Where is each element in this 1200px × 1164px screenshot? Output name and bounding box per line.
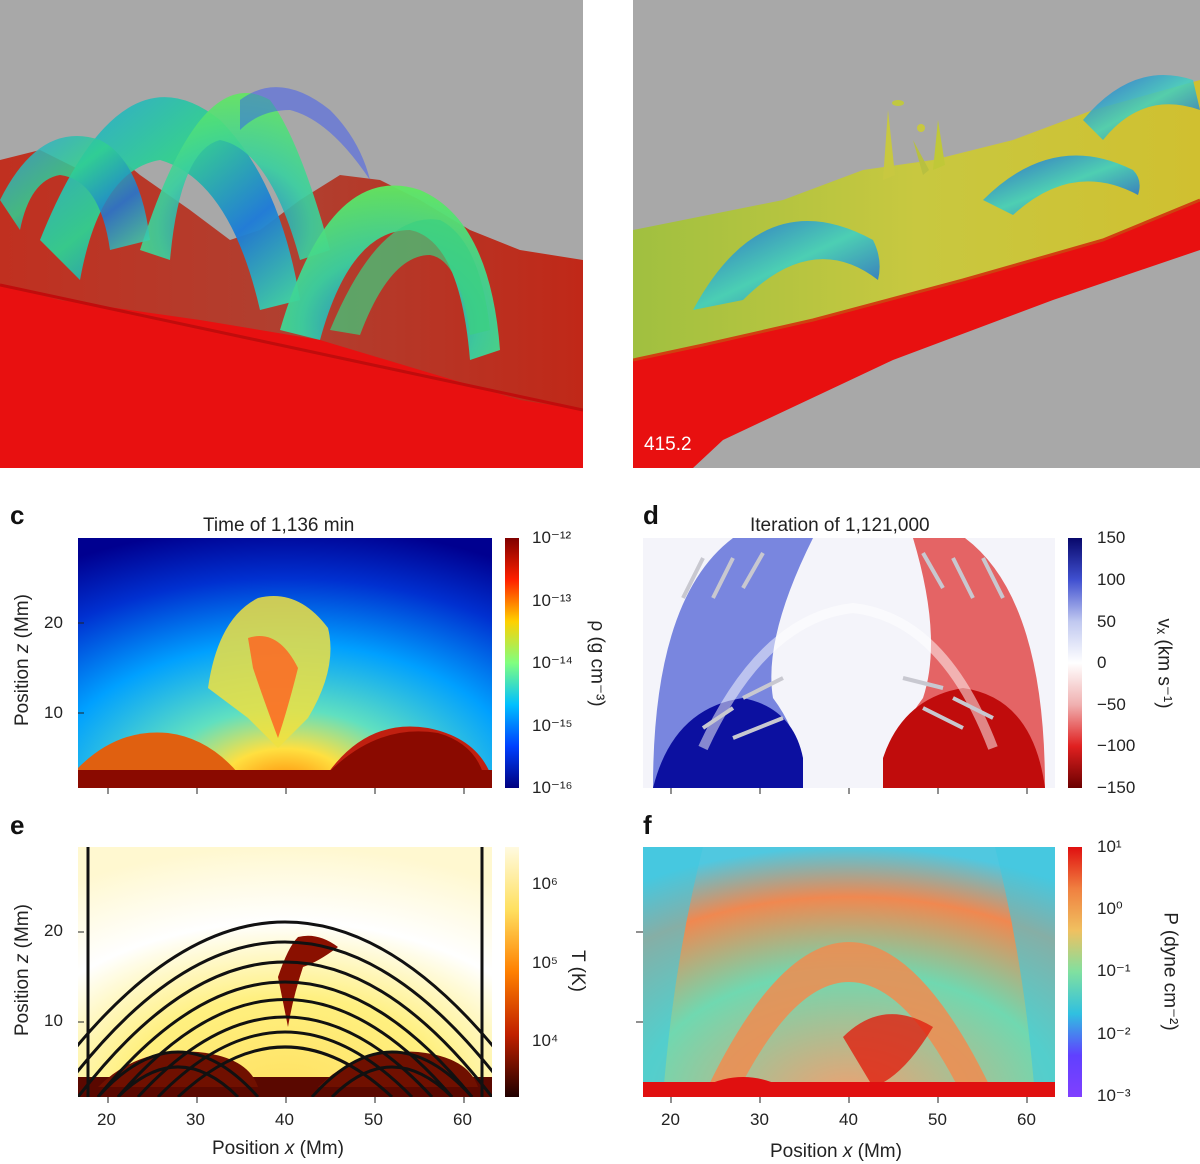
panel-e-xlabel: Position x (Mm) <box>212 1138 344 1159</box>
panel-f-ticks <box>636 931 1028 1103</box>
panel-d-cbar-tick-0: 150 <box>1097 528 1126 547</box>
panel-c-ytick-10: 10 <box>44 703 63 722</box>
panel-f-xtick-30: 30 <box>750 1110 769 1129</box>
panel-d-label: d <box>643 500 659 530</box>
panel-b-3d-render <box>633 0 1200 468</box>
panel-f-xtick-50: 50 <box>928 1110 947 1129</box>
panel-c-title: Time of 1,136 min <box>203 515 355 536</box>
panel-b-timestamp: 415.2 <box>644 434 692 455</box>
panel-c-ytick-20: 20 <box>44 613 63 632</box>
panel-d-cbar-tick-6: −150 <box>1097 778 1136 797</box>
panel-c-cbar-tick-3: 10⁻¹⁵ <box>532 716 573 735</box>
panel-e-cbar-tick-2: 10⁴ <box>532 1031 559 1050</box>
panel-c-cbar-tick-2: 10⁻¹⁴ <box>532 653 573 672</box>
panel-c-cbar-tick-0: 10⁻¹² <box>532 528 572 547</box>
panel-f-cbar-tick-4: 10⁻³ <box>1097 1086 1131 1105</box>
panel-e-xtick-30: 30 <box>186 1110 205 1129</box>
panel-c-density-map <box>78 538 492 788</box>
panel-c-ticks <box>78 622 465 794</box>
panel-e-ytick-20: 20 <box>44 921 63 940</box>
panel-f-xtick-40: 40 <box>839 1110 858 1129</box>
panel-e-xtick-60: 60 <box>453 1110 472 1129</box>
panel-e-ylabel: Position z (Mm) <box>12 904 33 1036</box>
panel-d-cbar-tick-3: 0 <box>1097 653 1107 672</box>
panel-f-label: f <box>643 810 652 840</box>
panel-d-ticks <box>670 788 1028 794</box>
panel-d-cbar-tick-2: 50 <box>1097 612 1116 631</box>
panel-f-xtick-60: 60 <box>1017 1110 1036 1129</box>
panel-f-colorbar-label: P (dyne cm⁻²) <box>1159 912 1181 1031</box>
panel-c-label: c <box>10 500 25 530</box>
panel-c-ylabel: Position z (Mm) <box>12 594 33 726</box>
panel-a-3d-render <box>0 0 583 468</box>
panel-f-cbar-tick-3: 10⁻² <box>1097 1024 1131 1043</box>
panel-e-ticks <box>78 931 465 1103</box>
panel-c-cbar-tick-4: 10⁻¹⁶ <box>532 778 573 797</box>
panel-e-colorbar-label: T (K) <box>567 950 588 992</box>
panel-f-xlabel: Position x (Mm) <box>770 1141 902 1162</box>
panel-e-cbar-tick-0: 10⁶ <box>532 874 558 893</box>
panel-c-cbar-tick-1: 10⁻¹³ <box>532 591 572 610</box>
panel-d-colorbar-label: vₓ (km s⁻¹) <box>1153 618 1175 709</box>
panel-f-cbar-tick-2: 10⁻¹ <box>1097 961 1131 980</box>
panel-d-cbar-tick-5: −100 <box>1097 736 1136 755</box>
panel-f-cbar-tick-0: 10¹ <box>1097 837 1122 856</box>
panel-d-title: Iteration of 1,121,000 <box>750 515 930 536</box>
panel-d-cbar-tick-4: −50 <box>1097 695 1126 714</box>
panel-c-colorbar <box>505 538 519 788</box>
panel-e-label: e <box>10 810 25 840</box>
panel-d-velocity-map <box>643 538 1055 788</box>
panel-f-cbar-tick-1: 10⁰ <box>1097 899 1123 918</box>
panel-e-temperature-map <box>78 847 492 1097</box>
panel-e-cbar-tick-1: 10⁵ <box>532 953 558 972</box>
panel-e-colorbar <box>505 847 519 1097</box>
panel-c-colorbar-label: ρ (g cm⁻³) <box>586 620 608 707</box>
panel-f-colorbar <box>1068 847 1082 1097</box>
panel-f-pressure-map <box>643 847 1055 1097</box>
panel-d-cbar-tick-1: 100 <box>1097 570 1126 589</box>
panel-e-xtick-40: 40 <box>275 1110 294 1129</box>
panel-e-xtick-20: 20 <box>97 1110 116 1129</box>
panel-e-ytick-10: 10 <box>44 1011 63 1030</box>
panel-f-xtick-20: 20 <box>661 1110 680 1129</box>
panel-e-xtick-50: 50 <box>364 1110 383 1129</box>
panel-d-colorbar <box>1068 538 1082 788</box>
